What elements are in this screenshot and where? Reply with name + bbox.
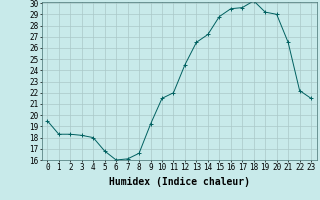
X-axis label: Humidex (Indice chaleur): Humidex (Indice chaleur) bbox=[109, 177, 250, 187]
